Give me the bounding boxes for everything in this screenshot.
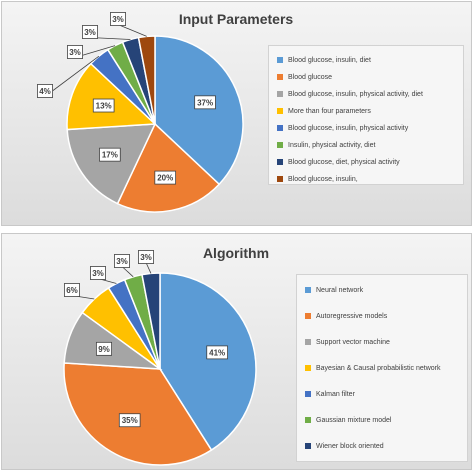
data-label-box <box>194 95 216 110</box>
data-label-box <box>82 25 99 39</box>
legend-label: Insulin, physical activity, diet <box>288 141 376 149</box>
legend-label: Blood glucose, insulin, physical activit… <box>288 90 423 98</box>
data-label-box <box>67 45 84 59</box>
legend-item: Neural network <box>305 284 463 296</box>
pie-chart-1: Algorithm 41% 35% 9% 6% 3% 3% 3% <box>63 245 269 466</box>
data-label: 3% <box>69 48 81 57</box>
data-label: 37% <box>197 98 213 107</box>
data-label: 20% <box>157 174 173 183</box>
data-label: 3% <box>92 269 104 278</box>
legend-label: Blood glucose <box>288 73 332 81</box>
legend-label: Blood glucose, insulin, <box>288 175 358 183</box>
pie-chart-0: Input Parameters 37% 20% 17% 13% 4% 3% 3% 3% <box>37 11 294 213</box>
legend-label: Neural network <box>316 286 364 294</box>
legend-swatch <box>305 313 311 319</box>
pie-slice <box>66 62 157 131</box>
leader-line <box>145 262 152 274</box>
leader-line <box>117 24 147 37</box>
data-label-box <box>37 84 54 98</box>
legend-item: Gaussian mixture model <box>305 414 463 426</box>
data-label-box <box>154 170 177 185</box>
legend-label: Autoregressive models <box>316 312 388 320</box>
legend-swatch <box>277 125 283 131</box>
leader-line <box>121 266 134 278</box>
pie-slice <box>154 35 244 186</box>
data-label-box <box>110 12 127 26</box>
data-label-box <box>114 254 131 268</box>
data-label: 9% <box>98 345 110 354</box>
legend-swatch <box>305 287 311 293</box>
pie-slice <box>116 122 221 213</box>
data-label: 3% <box>112 15 124 24</box>
legend-item: Support vector machine <box>305 336 463 348</box>
legend-swatch <box>277 91 283 97</box>
legend-item: Blood glucose <box>277 71 459 83</box>
legend-swatch <box>277 74 283 80</box>
algorithm-legend: Neural network Autoregressive models Suppo… <box>296 274 468 462</box>
legend-item: Blood glucose, insulin, physical activit… <box>277 88 459 100</box>
legend-label: Blood glucose, insulin, diet <box>288 56 371 64</box>
legend-item: Wiener block oriented <box>305 440 463 452</box>
legend-swatch <box>277 142 283 148</box>
legend-item: More than four parameters <box>277 105 459 117</box>
legend-swatch <box>305 339 311 345</box>
input-parameters-legend: Blood glucose, insulin, diet Blood glucos… <box>268 45 464 185</box>
pie-slice <box>66 123 157 205</box>
legend-label: Bayesian & Causal probabilistic network <box>316 364 441 372</box>
data-label: 6% <box>66 286 78 295</box>
legend-item: Blood glucose, insulin, diet <box>277 54 459 66</box>
legend-swatch <box>305 443 311 449</box>
legend-swatch <box>305 417 311 423</box>
legend-swatch <box>305 391 311 397</box>
data-label-box <box>206 345 228 360</box>
data-label: 3% <box>140 253 152 262</box>
chart-title: Input Parameters <box>179 11 294 27</box>
data-label-box <box>92 98 115 113</box>
legend-item: Insulin, physical activity, diet <box>277 139 459 151</box>
legend-label: Kalman filter <box>316 390 355 398</box>
data-label: 17% <box>102 151 118 160</box>
legend-swatch <box>277 57 283 63</box>
legend-item: Blood glucose, insulin, physical activit… <box>277 122 459 134</box>
legend-swatch <box>277 176 283 182</box>
data-label: 3% <box>84 28 96 37</box>
legend-label: Wiener block oriented <box>316 442 384 450</box>
data-label-box <box>95 341 112 356</box>
legend-item: Kalman filter <box>305 388 463 400</box>
legend-item: Blood glucose, insulin, <box>277 173 459 185</box>
legend-swatch <box>277 108 283 114</box>
data-label: 41% <box>209 348 225 357</box>
data-label-box <box>90 266 107 280</box>
legend-item: Autoregressive models <box>305 310 463 322</box>
data-label: 35% <box>122 416 138 425</box>
data-label-box <box>118 413 141 428</box>
legend-label: Support vector machine <box>316 338 390 346</box>
legend-item: Blood glucose, diet, physical activity <box>277 156 459 168</box>
data-label-box <box>137 250 154 264</box>
data-label-box <box>64 283 81 297</box>
data-label: 3% <box>116 257 128 266</box>
data-label: 4% <box>39 87 51 96</box>
legend-item: Bayesian & Causal probabilistic network <box>305 362 463 374</box>
legend-label: Blood glucose, insulin, physical activit… <box>288 124 409 132</box>
legend-swatch <box>277 159 283 165</box>
data-label-box <box>99 147 121 162</box>
legend-label: Blood glucose, diet, physical activity <box>288 158 400 166</box>
legend-label: More than four parameters <box>288 107 371 115</box>
leader-line <box>44 55 100 97</box>
legend-label: Gaussian mixture model <box>316 416 392 424</box>
legend-swatch <box>305 365 311 371</box>
data-label: 13% <box>96 102 112 111</box>
chart-title: Algorithm <box>203 245 269 261</box>
